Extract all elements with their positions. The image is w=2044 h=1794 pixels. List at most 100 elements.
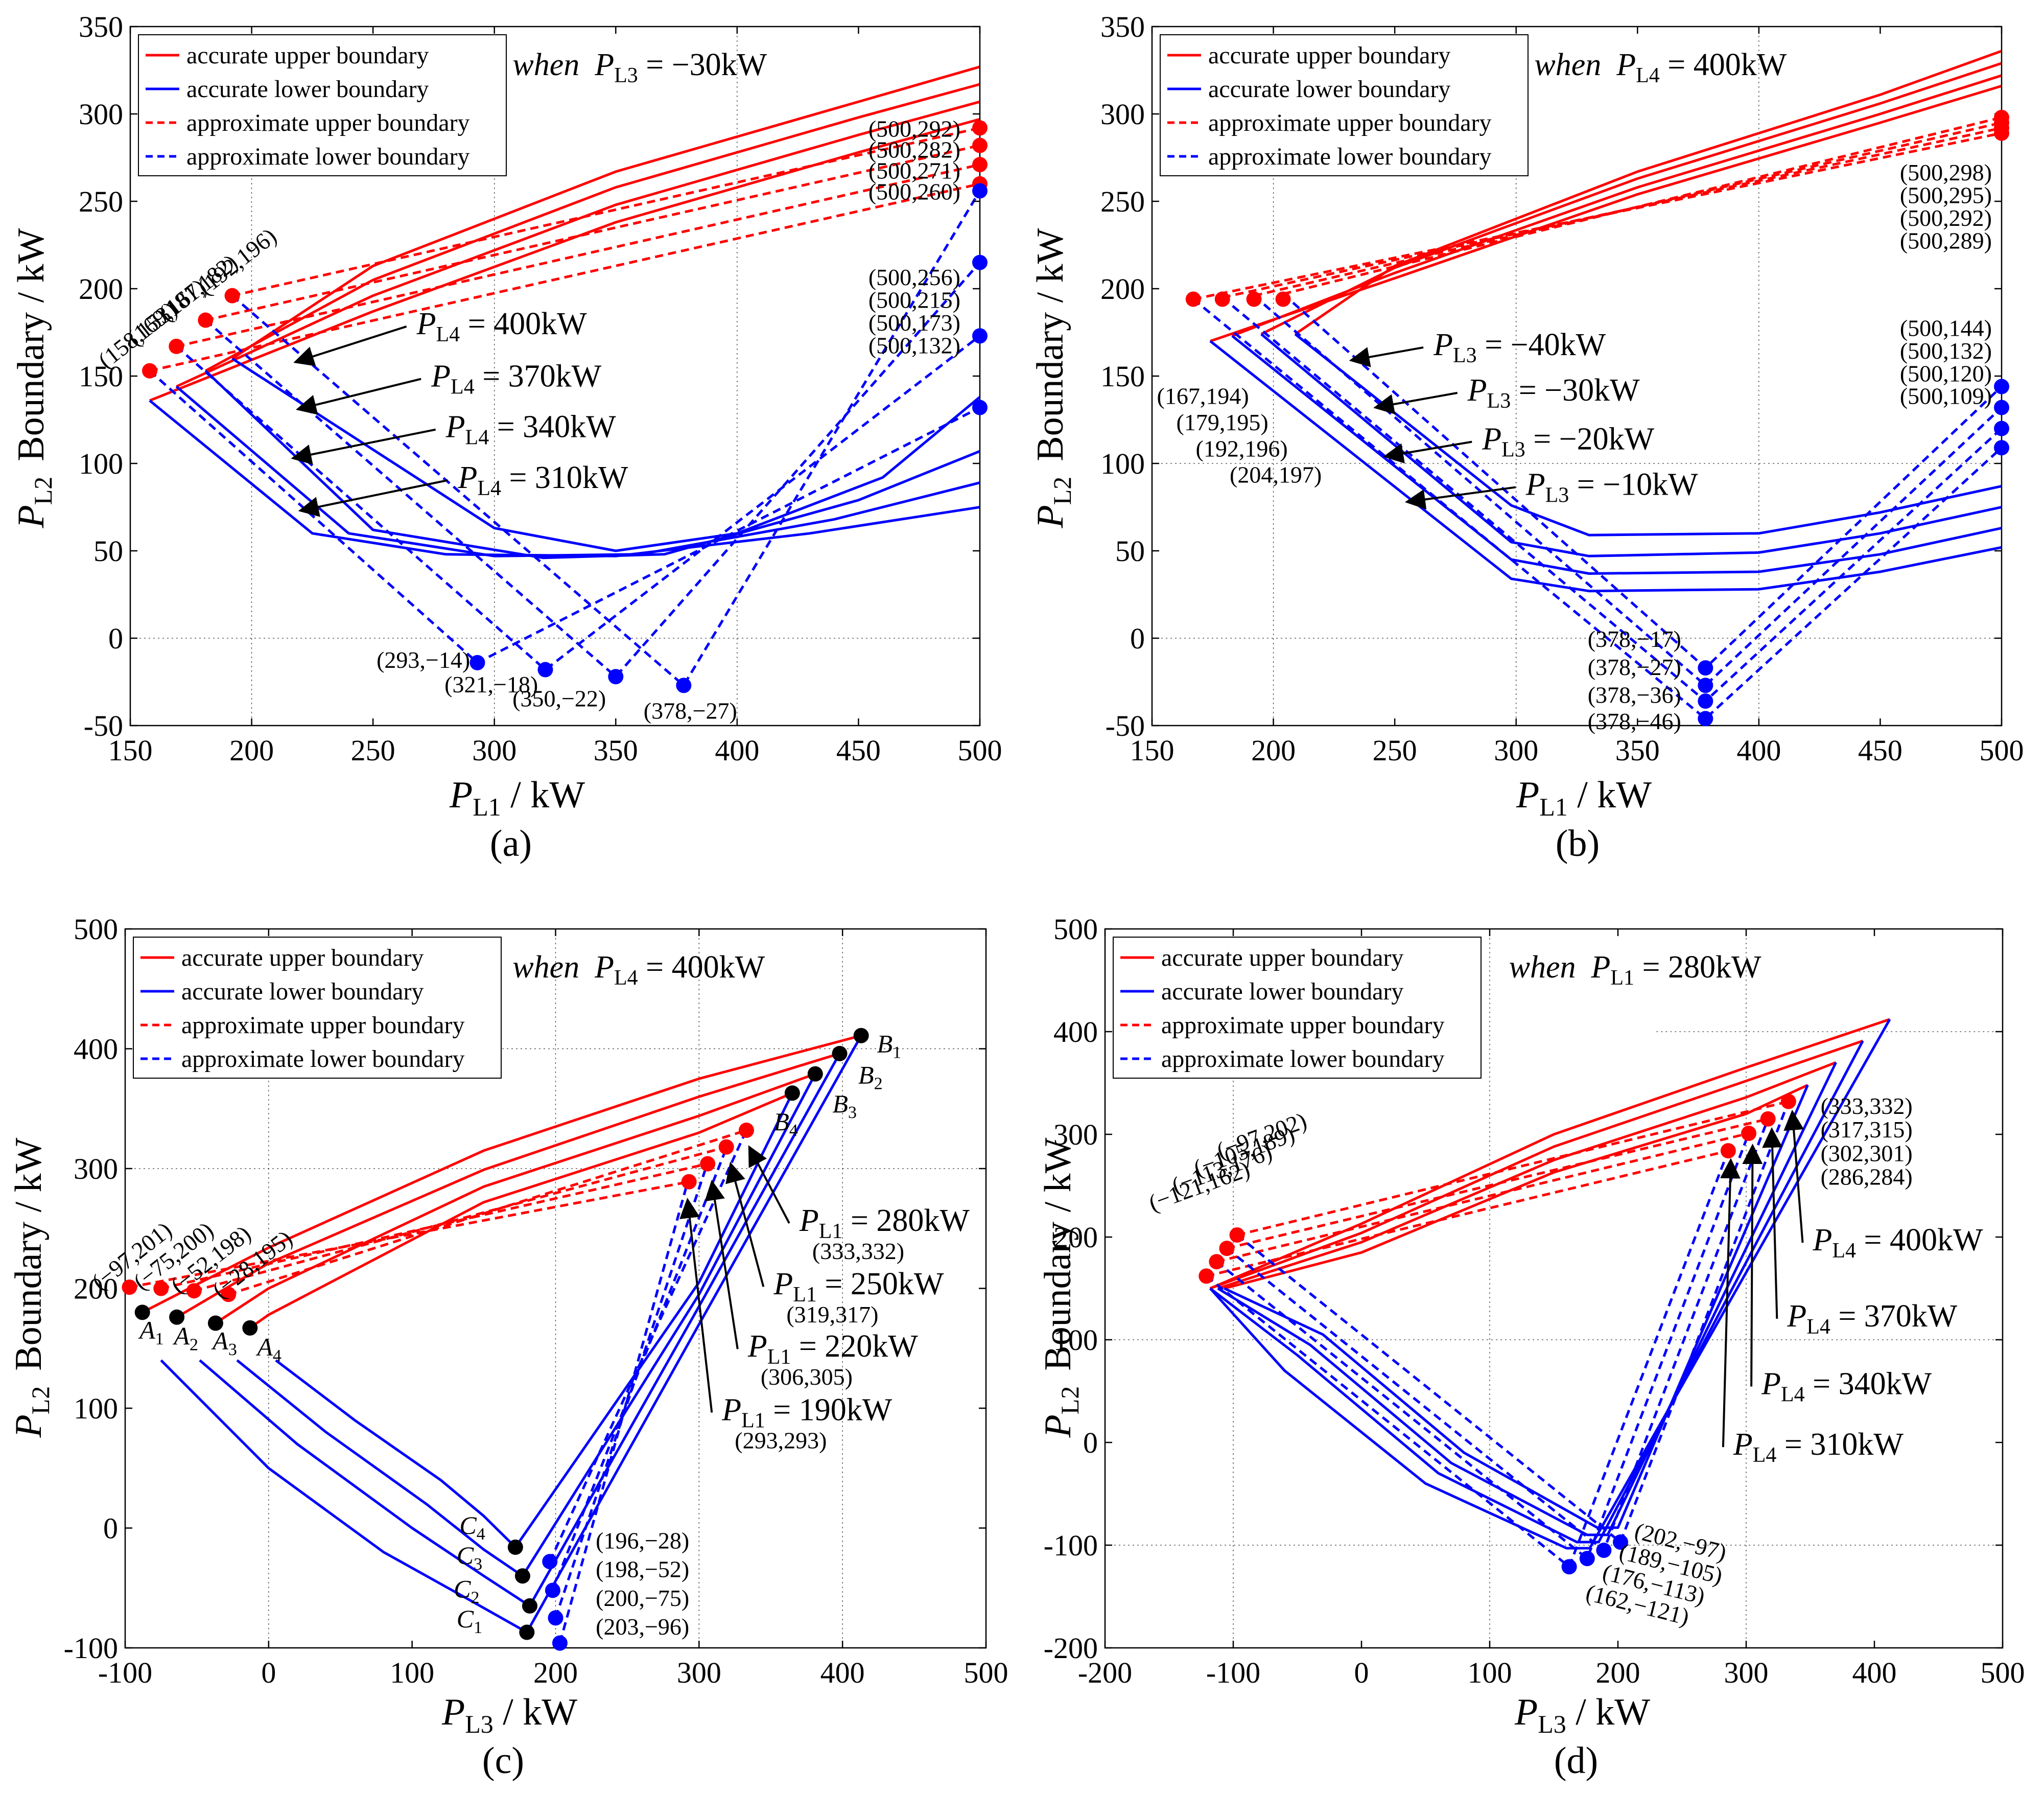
data-point-red: [1229, 1227, 1245, 1243]
data-point-red: [1185, 291, 1201, 307]
data-point-red: [224, 288, 240, 304]
point-annotation: (500,109): [1900, 383, 1992, 409]
data-point-black: [134, 1304, 150, 1320]
series-line-accurate-lower: [1294, 333, 2002, 537]
point-annotation: (500,132): [868, 333, 960, 359]
x-tick-label: 450: [1858, 734, 1902, 767]
point-annotation: (317,315): [1821, 1116, 1913, 1143]
arrow-sublabel: (319,317): [786, 1301, 878, 1327]
point-annotation: (500,295): [1900, 182, 1992, 208]
x-axis-label: PL3 / kW: [1514, 1691, 1650, 1738]
y-tick-label: 0: [1130, 622, 1145, 655]
y-tick-label: 100: [1100, 447, 1145, 480]
data-point-blue: [1579, 1551, 1595, 1567]
legend-entry: approximate upper boundary: [1208, 109, 1491, 136]
point-annotation: (200,−75): [596, 1585, 689, 1611]
legend: accurate upper boundary accurate lower bo…: [1160, 34, 1529, 176]
y-tick-label: 300: [1053, 1118, 1098, 1151]
series-line-accurate-lower: [1260, 333, 2002, 557]
data-point-red: [972, 137, 988, 153]
y-tick-label: 150: [1100, 360, 1145, 393]
y-axis-label: PL2Boundary / kW: [1029, 228, 1076, 528]
point-annotation: (500,292): [868, 115, 960, 142]
series-line-accurate-lower: [204, 369, 980, 560]
x-axis-label: PL1 / kW: [1516, 774, 1652, 821]
legend-entry: approximate lower boundary: [1208, 143, 1491, 170]
series-line-accurate-upper: [1209, 1018, 1890, 1290]
x-tick-label: 350: [1615, 734, 1660, 767]
data-point-red: [972, 120, 988, 136]
arrow-label: PL4 = 310kW: [1733, 1427, 1904, 1467]
data-point-blue: [1698, 693, 1713, 709]
series-line-accurate-lower: [1209, 340, 2002, 593]
arrow-label: PL4 = 340kW: [445, 410, 616, 450]
data-point-blue: [1698, 711, 1713, 727]
x-tick-label: 400: [1736, 734, 1781, 767]
axes-box: [1104, 928, 2004, 1649]
point-annotation: (500,215): [868, 287, 960, 313]
x-tick-label: 300: [472, 734, 516, 767]
data-point-red: [122, 1279, 137, 1295]
data-point-black: [507, 1540, 523, 1555]
legend-entry: accurate lower boundary: [1161, 978, 1403, 1005]
point-annotation: (179,195): [1177, 409, 1268, 435]
point-label: A1: [138, 1316, 164, 1348]
panel-b: 150 200 250 300 350 400 450 500 -50 0 50 100 150 200 2…: [1029, 10, 2024, 865]
x-tick-label: 500: [1980, 734, 2024, 767]
data-point-red: [1994, 125, 2009, 141]
arrow: [1383, 440, 1472, 464]
data-point-blue: [1994, 440, 2009, 456]
point-annotation: (500,260): [868, 179, 960, 205]
x-tick-label: 250: [351, 734, 395, 767]
arrow-label: PL4 = 370kW: [1787, 1299, 1957, 1339]
series-line-approx-upper: [1236, 1100, 1789, 1237]
y-tick-label: 100: [1053, 1323, 1098, 1357]
series-line-approx-upper: [1254, 121, 2002, 297]
arrow-label: PL1 = 220kW: [747, 1329, 918, 1369]
condition-text: when PL1 = 280kW: [1509, 950, 1761, 990]
series-line-approx-lower: [1205, 1150, 1730, 1568]
data-point-black: [853, 1028, 869, 1043]
data-point-red: [1209, 1254, 1225, 1270]
point-annotation: (378,−17): [1588, 626, 1681, 652]
legend-entry: accurate lower boundary: [181, 978, 424, 1005]
y-tick-label: 400: [1053, 1015, 1098, 1049]
point-annotation: (500,298): [1900, 159, 1992, 185]
point-label: A3: [211, 1326, 237, 1359]
x-tick-label: 0: [261, 1656, 276, 1689]
y-tick-label: 250: [1100, 185, 1145, 218]
y-tick-label: -100: [64, 1632, 118, 1665]
data-point-black: [807, 1066, 823, 1082]
point-annotation: (203,−96): [596, 1614, 689, 1640]
data-point-red: [718, 1139, 734, 1155]
series-line-accurate-upper: [231, 65, 980, 360]
x-tick-label: 300: [677, 1656, 721, 1689]
series-line-accurate-lower: [1209, 1018, 1891, 1550]
series-line-approx-upper: [1206, 1149, 1729, 1277]
point-annotation: (302,301): [1821, 1140, 1913, 1166]
y-tick-label: 0: [108, 622, 123, 655]
series-line-approx-upper: [149, 182, 980, 372]
data-point-blue: [552, 1635, 568, 1651]
condition-text: when PL4 = 400kW: [1534, 48, 1787, 87]
legend-entry: approximate upper boundary: [186, 109, 469, 136]
arrow: [725, 1161, 765, 1287]
point-annotation: (378,−46): [1588, 708, 1681, 734]
point-annotation: (350,−22): [512, 685, 606, 711]
data-point-blue: [972, 183, 988, 199]
series-line-accurate-lower: [1217, 1062, 1837, 1536]
legend-entry: accurate lower boundary: [1208, 76, 1450, 103]
panel-c: -100 0 100 200 300 400 500 -100 0 100 200 300 400 500…: [8, 913, 1008, 1782]
arrow-label: PL4 = 310kW: [457, 460, 628, 500]
series-line-approx-lower: [1215, 1133, 1750, 1560]
data-point-red: [153, 1280, 169, 1296]
panel-a: 150 200 250 300 350 400 450 500 -50 0 50 100 150 200 2…: [10, 10, 1002, 865]
legend: accurate upper boundary accurate lower bo…: [138, 34, 507, 176]
data-point-red: [1246, 291, 1262, 307]
series-line-accurate-upper: [176, 100, 980, 388]
y-tick-label: 350: [1100, 10, 1145, 43]
series-line-accurate-upper: [215, 1073, 816, 1324]
arrow: [1349, 346, 1424, 367]
y-tick-label: -100: [1044, 1529, 1098, 1562]
data-point-blue: [1561, 1559, 1577, 1575]
